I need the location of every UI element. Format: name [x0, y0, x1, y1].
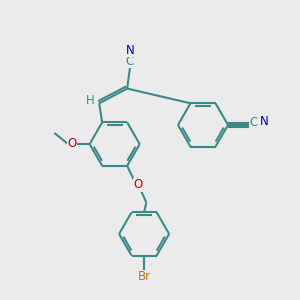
Text: N: N — [260, 115, 268, 128]
Text: O: O — [67, 137, 76, 150]
Text: H: H — [86, 94, 95, 107]
Text: C: C — [250, 116, 258, 129]
Text: O: O — [134, 178, 143, 191]
Text: Br: Br — [137, 270, 151, 283]
Text: N: N — [125, 44, 134, 57]
Text: C: C — [125, 55, 134, 68]
